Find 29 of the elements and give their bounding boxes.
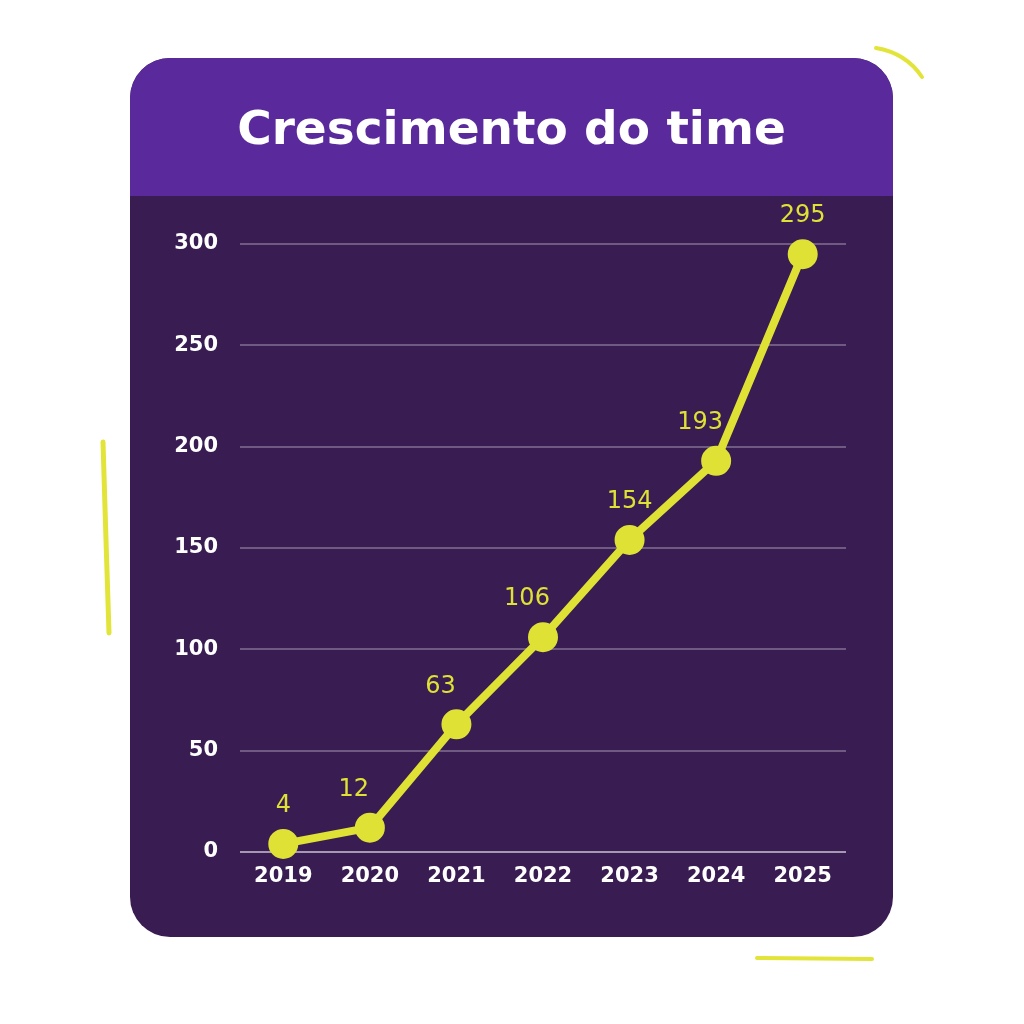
data-label: 154 xyxy=(606,486,653,515)
data-label: 106 xyxy=(504,583,550,612)
data-label: 63 xyxy=(425,670,456,699)
point xyxy=(614,524,645,555)
x-tick-label: 2024 xyxy=(686,863,746,888)
x-tick-label: 2020 xyxy=(340,863,400,888)
y-tick-label: 200 xyxy=(174,433,218,458)
y-tick-label: 0 xyxy=(203,838,218,863)
point xyxy=(354,812,385,843)
point xyxy=(787,239,818,270)
x-tick-label: 2025 xyxy=(773,863,832,888)
y-tick-label: 250 xyxy=(174,331,218,356)
point xyxy=(701,445,732,476)
x-tick-label: 2022 xyxy=(513,863,573,888)
point xyxy=(528,622,558,653)
data-label: 193 xyxy=(677,407,724,436)
point xyxy=(441,709,472,740)
point xyxy=(268,828,299,859)
y-tick-label: 100 xyxy=(174,635,218,660)
y-tick-label: 150 xyxy=(174,534,218,559)
chart-title: Crescimento do time xyxy=(237,99,786,155)
y-tick-label: 50 xyxy=(188,737,218,762)
x-tick-label: 2021 xyxy=(427,863,486,888)
data-label: 4 xyxy=(275,790,291,819)
x-tick-label: 2019 xyxy=(254,863,313,888)
x-tick-label: 2023 xyxy=(600,863,659,888)
data-label: 295 xyxy=(779,200,826,229)
y-tick-label: 300 xyxy=(174,230,218,255)
data-label: 12 xyxy=(338,773,370,802)
